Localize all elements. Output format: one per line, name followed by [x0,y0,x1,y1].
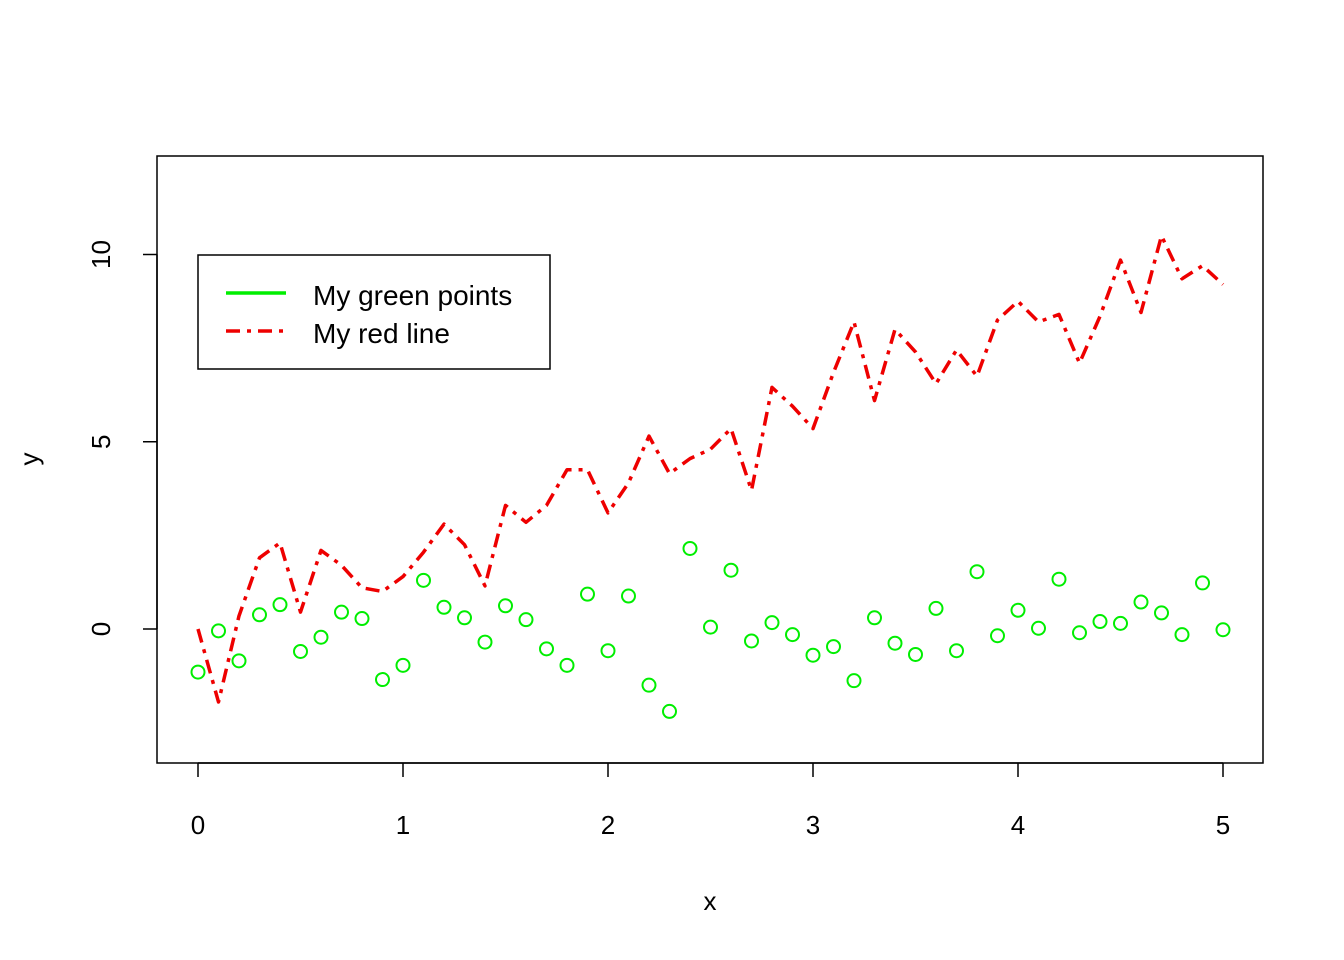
green-point [1031,620,1046,636]
green-point [518,612,534,628]
legend-box [197,254,551,370]
legend-label-red-line: My red line [313,318,450,349]
green-point [1051,571,1067,587]
y-axis-label: y [14,453,44,466]
green-point [190,664,206,680]
green-point [703,619,718,635]
x-tick-label: 2 [601,810,615,840]
green-point [580,586,595,602]
y-tick-label: 5 [86,435,116,449]
green-point [272,597,288,613]
green-point [252,607,267,623]
green-point [436,599,452,615]
green-point [826,639,841,655]
green-point [539,641,554,657]
green-point [1113,615,1128,631]
green-point [785,627,800,643]
green-point [559,657,575,673]
green-point [1010,602,1026,618]
green-point [293,643,308,659]
x-axis: 0 1 2 3 4 5 [191,762,1230,840]
green-point [1195,575,1210,591]
green-point [1154,605,1169,621]
legend: My green points My red line [197,254,551,370]
x-axis-label: x [704,886,717,916]
green-point [682,540,698,556]
y-axis: 0 5 10 [86,240,158,636]
green-point [457,610,472,626]
series-layer [190,234,1231,719]
green-point [887,635,903,651]
green-point [498,598,513,614]
x-tick-label: 4 [1011,810,1025,840]
green-point [416,572,431,588]
green-point [1215,622,1231,638]
green-point [764,615,780,631]
green-point [334,604,349,620]
green-point [1092,614,1108,630]
red-line-series [196,234,1225,704]
green-point [744,633,759,649]
x-tick-label: 1 [396,810,410,840]
green-point [1174,627,1190,643]
legend-label-green-points: My green points [313,280,512,311]
green-point [949,643,964,659]
green-point [477,634,493,650]
y-tick-label: 0 [86,622,116,636]
green-point [928,600,944,616]
green-point [621,588,636,604]
green-point [805,647,821,663]
green-point [1133,594,1149,610]
green-point [600,643,616,659]
green-points-series [190,540,1231,719]
green-point [231,653,247,669]
x-tick-label: 5 [1216,810,1230,840]
green-point [867,610,882,626]
green-point [313,629,329,645]
x-tick-label: 3 [806,810,820,840]
green-point [641,677,657,693]
green-point [723,562,739,578]
green-point [1072,625,1087,641]
green-point [662,703,677,719]
green-point [354,611,370,627]
green-point [969,564,985,580]
green-point [908,646,923,662]
green-point [211,623,226,639]
green-point [395,657,411,673]
green-point [990,628,1005,644]
x-tick-label: 0 [191,810,205,840]
y-tick-label: 10 [86,240,116,269]
green-point [375,672,390,688]
green-point [846,673,862,689]
